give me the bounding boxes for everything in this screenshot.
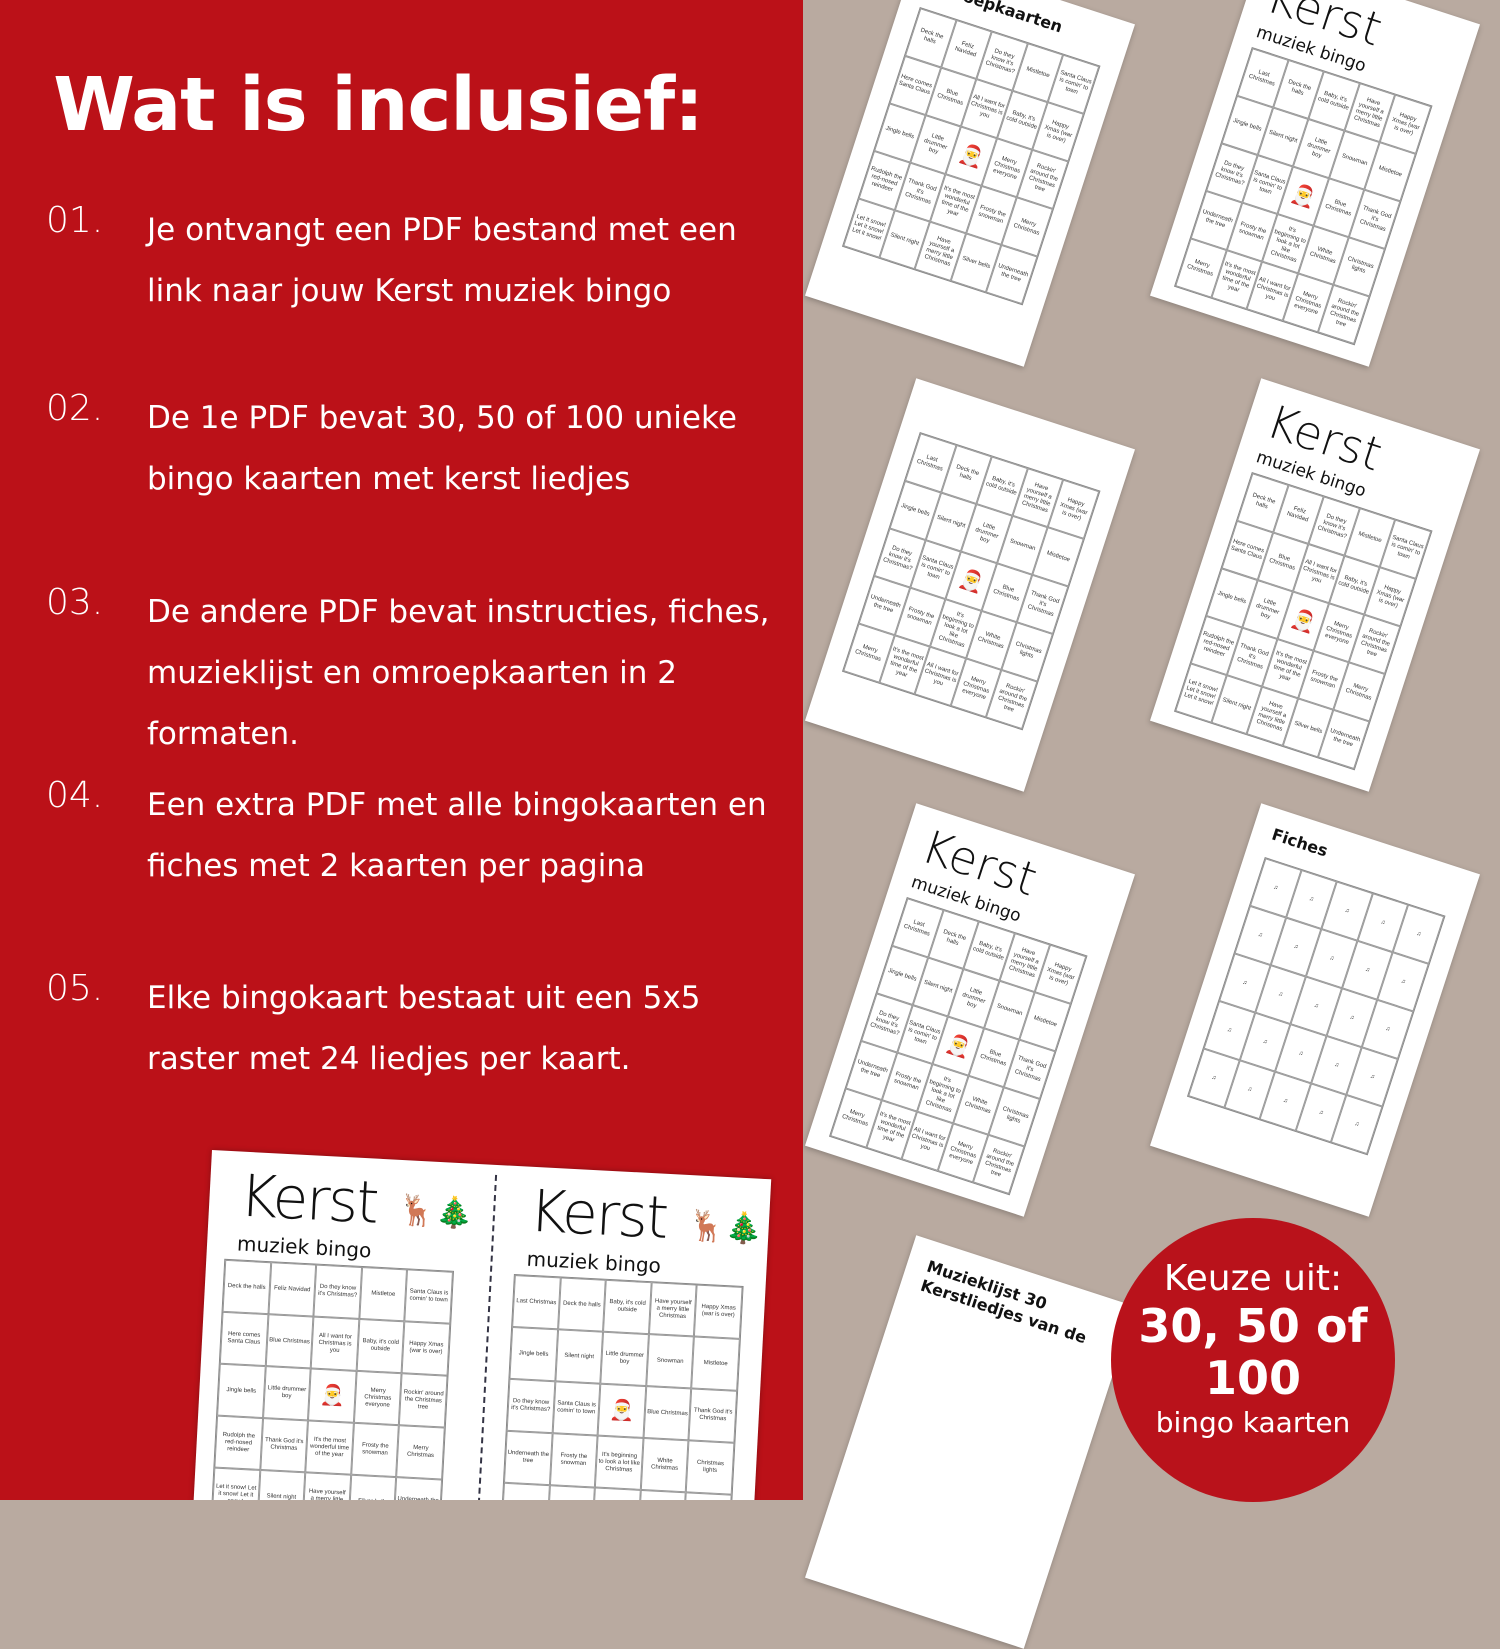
item-number: 01. [46,200,104,241]
collage-page: Kerst muziek bingo Deck the halls Feliz Nav… [1150,378,1480,792]
item-text: Je ontvangt een PDF bestand met een link… [147,212,737,309]
santa-icon: 🎅 [597,1383,647,1438]
bingo-cell: It's the most wonderful time of the year [305,1420,354,1475]
bingo-cell: Snowman [646,1334,695,1389]
bingo-cell: Blue Christmas [265,1314,314,1369]
badge-line2: 30, 50 of 100 [1138,1299,1368,1405]
bingo-cell: Rockin' around the Christmas tree [683,1492,732,1500]
item-number: 04. [46,775,104,816]
card-subtitle: muziek bingo [526,1246,662,1278]
bingo-cell: Mistletoe [691,1336,740,1391]
bingo-cell: Baby, it's cold outside [356,1318,405,1374]
bingo-cell: Merry Christmas [501,1482,550,1500]
bingo-card-preview: Kerst muziek bingo 🦌🎄 Deck the halls Feliz N… [190,1150,772,1500]
bingo-cell: Merry Christmas everyone [353,1370,402,1426]
choice-badge: Keuze uit: 30, 50 of 100 bingo kaarten [1111,1218,1395,1502]
bingo-card: Kerst muziek bingo 🦌🎄 Last Christmas Deck th… [481,1165,772,1500]
reindeer-tree-icon: 🦌🎄 [687,1209,764,1246]
bingo-cell: Feliz Navidad [268,1262,317,1317]
bingo-grid: Deck the halls Feliz Navidad Do they know … [210,1258,455,1500]
bingo-cell: Blue Christmas [643,1386,692,1441]
bingo-cell: Little drummer boy [262,1366,311,1421]
bingo-cell: It's beginning to look a lot like Christ… [595,1435,644,1490]
bingo-cell: Jingle bells [217,1363,266,1419]
bingo-cell: Deck the halls [222,1259,271,1315]
badge-line1: Keuze uit: [1163,1258,1343,1299]
bingo-grid: ♫ ♫ ♫ ♫ ♫ ♫ ♫ ♫ ♫ ♫ ♫ ♫ ♫ ♫ ♫ ♫ ♫ ♫ ♫ ♫ ♫ ♫ ♫ ♫ ♫ [1186,857,1446,1156]
bingo-cell: Do they know it's Christmas? [506,1378,555,1434]
item-text: Elke bingokaart bestaat uit een 5x5 rast… [147,980,701,1077]
item-number: 05. [46,968,104,1009]
collage-page: Muzieklijst 30 Kerstliedjes van de [805,1235,1135,1649]
bingo-cell: Underneath the tree [393,1477,443,1500]
bingo-cell: Santa Claus is comin' to town [552,1381,601,1436]
bingo-cell: White Christmas [640,1437,689,1493]
bingo-cell: Here comes Santa Claus [219,1311,269,1367]
bingo-cell: Let it snow! Let it snow! Let it snow! [211,1467,260,1500]
bingo-cell: Silent night [257,1469,306,1500]
bingo-cell: Christmas lights [686,1440,735,1495]
bingo-cell: Underneath the tree [503,1430,553,1486]
item-number: 02. [46,388,104,429]
info-panel: Wat is inclusief: 01. Je ontvangt een PDF… [0,0,803,1500]
bingo-cell: Thank God it's Christmas [259,1418,309,1473]
badge-line3: bingo kaarten [1155,1406,1351,1439]
bingo-cell: Rudolph the red-nosed reindeer [214,1415,263,1470]
item-text: De 1e PDF bevat 30, 50 of 100 unieke bin… [147,400,737,497]
bingo-cell: Happy Xmas (war is over) [694,1284,743,1339]
card-title: Kerst [237,1161,379,1237]
bingo-cell: Santa Claus is comin' to town [404,1269,453,1324]
bingo-grid: Last Christmas Deck the halls Baby, it's c… [500,1273,744,1500]
card-subtitle: muziek bingo [236,1231,372,1263]
bingo-cell: Do they know it's Christmas? [313,1264,362,1319]
bingo-cell: Frosty the snowman [549,1433,598,1488]
bingo-cell: Merry Christmas [396,1425,445,1480]
bingo-cell: Last Christmas [512,1275,561,1330]
bingo-cell: Happy Xmas (war is over) [401,1321,451,1376]
bingo-grid: Deck the halls Feliz Navidad Do they know … [841,7,1101,306]
bingo-cell: It's the most wonderful time of the year [546,1485,596,1500]
santa-icon: 🎅 [308,1368,357,1423]
page-title: Wat is inclusief: [53,62,704,148]
item-number: 03. [46,582,104,623]
bingo-cell: All I want for Christmas is you [310,1316,360,1371]
bingo-cell: All I want for Christmas is you [592,1487,641,1500]
bingo-cell: Mistletoe [359,1267,408,1322]
bingo-grid: Last Christmas Deck the halls Baby, it's c… [1173,46,1433,346]
page-heading: Muzieklijst 30 Kerstliedjes van de [918,1256,1089,1348]
bingo-cell: Silver bells [348,1474,397,1500]
bingo-cell: Rockin' around the Christmas tree [399,1373,448,1428]
item-text: De andere PDF bevat instructies, fiches,… [147,594,770,752]
collage-page: Kerst muziek bingo Last Christmas Deck the … [1150,0,1480,367]
bingo-cell: Jingle bells [509,1326,558,1382]
bingo-card: Kerst muziek bingo 🦌🎄 Deck the halls Feliz N… [191,1150,482,1500]
item-text: Een extra PDF met alle bingokaarten en f… [147,787,767,884]
collage-page: Last Christmas Deck the halls Baby, it's c… [805,378,1135,792]
bingo-cell: Have yourself a merry little Christmas [302,1472,351,1500]
bingo-grid: Deck the halls Feliz Navidad Do they know … [1173,471,1433,771]
bingo-grid: Last Christmas Deck the halls Baby, it's c… [828,896,1088,1196]
bingo-cell: Little drummer boy [600,1331,649,1387]
bingo-grid: Last Christmas Deck the halls Baby, it's c… [841,432,1101,731]
collage-page: Kerst muziek bingo Last Christmas Deck the … [805,803,1135,1217]
bingo-cell: Have yourself a merry little Christmas [648,1282,698,1337]
collage-page: Fiches ♫ ♫ ♫ ♫ ♫ ♫ ♫ ♫ ♫ ♫ ♫ ♫ ♫ ♫ ♫ ♫ ♫ ♫ ♫ ♫ ♫ ♫ ♫ ♫ ♫ [1150,803,1480,1217]
bingo-cell: Frosty the snowman [350,1422,400,1478]
reindeer-tree-icon: 🦌🎄 [397,1193,474,1231]
bingo-cell: Deck the halls [557,1277,606,1332]
collage-page: Omroepkaarten Deck the halls Feliz Navidad… [805,0,1135,367]
bingo-cell: Baby, it's cold outside [603,1279,652,1335]
bingo-cell: Merry Christmas everyone [637,1489,687,1500]
card-title: Kerst [527,1176,669,1252]
bingo-cell: Silent night [554,1329,604,1384]
bingo-cell: Thank God it's Christmas [688,1388,738,1443]
